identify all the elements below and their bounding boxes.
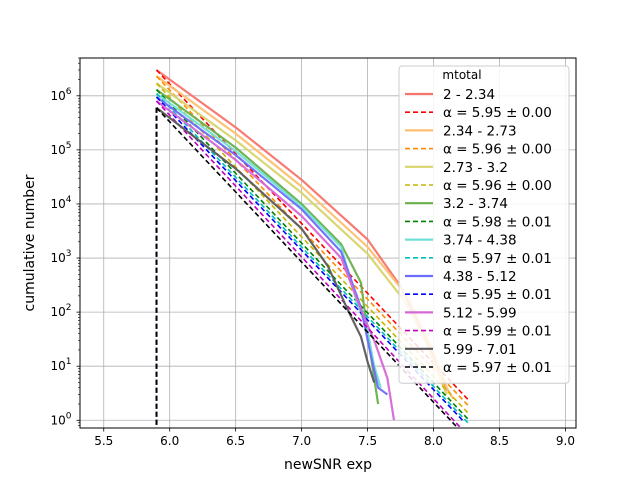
y-tick-label: 102 bbox=[50, 303, 71, 319]
y-tick-label: 105 bbox=[50, 141, 71, 157]
legend-label-2: 2.34 - 2.73 bbox=[443, 123, 517, 139]
legend-label-3: α = 5.96 ± 0.00 bbox=[443, 142, 552, 158]
legend-label-10: 4.38 - 5.12 bbox=[443, 269, 517, 285]
legend-label-4: 2.73 - 3.2 bbox=[443, 160, 508, 176]
legend-label-6: 3.2 - 3.74 bbox=[443, 196, 508, 212]
y-axis: 100 101 102 103 104 105 106 bbox=[50, 57, 80, 427]
series-line-14 bbox=[155, 106, 376, 383]
x-axis: 5.5 6.0 6.5 7.0 7.5 8.0 8.5 9.0 bbox=[94, 428, 575, 448]
legend-label-1: α = 5.95 ± 0.00 bbox=[443, 105, 552, 121]
legend-label-13: α = 5.99 ± 0.01 bbox=[443, 324, 552, 340]
y-axis-label: cumulative number bbox=[22, 174, 38, 311]
legend-label-9: α = 5.97 ± 0.01 bbox=[443, 251, 552, 267]
legend-label-12: 5.12 - 5.99 bbox=[443, 305, 517, 321]
series-line-10 bbox=[155, 96, 389, 396]
legend-label-8: 3.74 - 4.38 bbox=[443, 233, 517, 249]
x-axis-label: newSNR exp bbox=[284, 457, 372, 473]
x-tick-label: 9.0 bbox=[556, 434, 575, 448]
y-tick-label: 103 bbox=[50, 249, 71, 265]
y-tick-label: 104 bbox=[50, 195, 71, 211]
legend-label-0: 2 - 2.34 bbox=[443, 87, 495, 103]
x-tick-label: 7.5 bbox=[358, 434, 377, 448]
series-line-6 bbox=[155, 88, 380, 405]
plot-frame bbox=[79, 57, 577, 429]
y-tick-label: 106 bbox=[50, 87, 71, 103]
legend-box bbox=[398, 65, 570, 384]
x-tick-label: 7.0 bbox=[292, 434, 311, 448]
x-tick-label: 5.5 bbox=[94, 434, 113, 448]
legend-label-5: α = 5.96 ± 0.00 bbox=[443, 178, 552, 194]
legend-label-14: 5.99 - 7.01 bbox=[443, 342, 517, 358]
legend-label-11: α = 5.95 ± 0.01 bbox=[443, 287, 552, 303]
legend: mtotal 2 - 2.34 α = 5.95 ± 0.00 2.34 - 2.73… bbox=[398, 65, 570, 384]
y-tick-label: 101 bbox=[50, 357, 71, 373]
x-tick-label: 6.0 bbox=[160, 434, 179, 448]
legend-label-15: α = 5.97 ± 0.01 bbox=[443, 360, 552, 376]
x-tick-label: 8.0 bbox=[424, 434, 443, 448]
x-tick-label: 8.5 bbox=[490, 434, 509, 448]
x-tick-label: 6.5 bbox=[226, 434, 245, 448]
legend-label-7: α = 5.98 ± 0.01 bbox=[443, 214, 552, 230]
series-line-12 bbox=[155, 100, 396, 421]
y-tick-label: 100 bbox=[50, 411, 71, 427]
legend-title: mtotal bbox=[442, 68, 481, 82]
